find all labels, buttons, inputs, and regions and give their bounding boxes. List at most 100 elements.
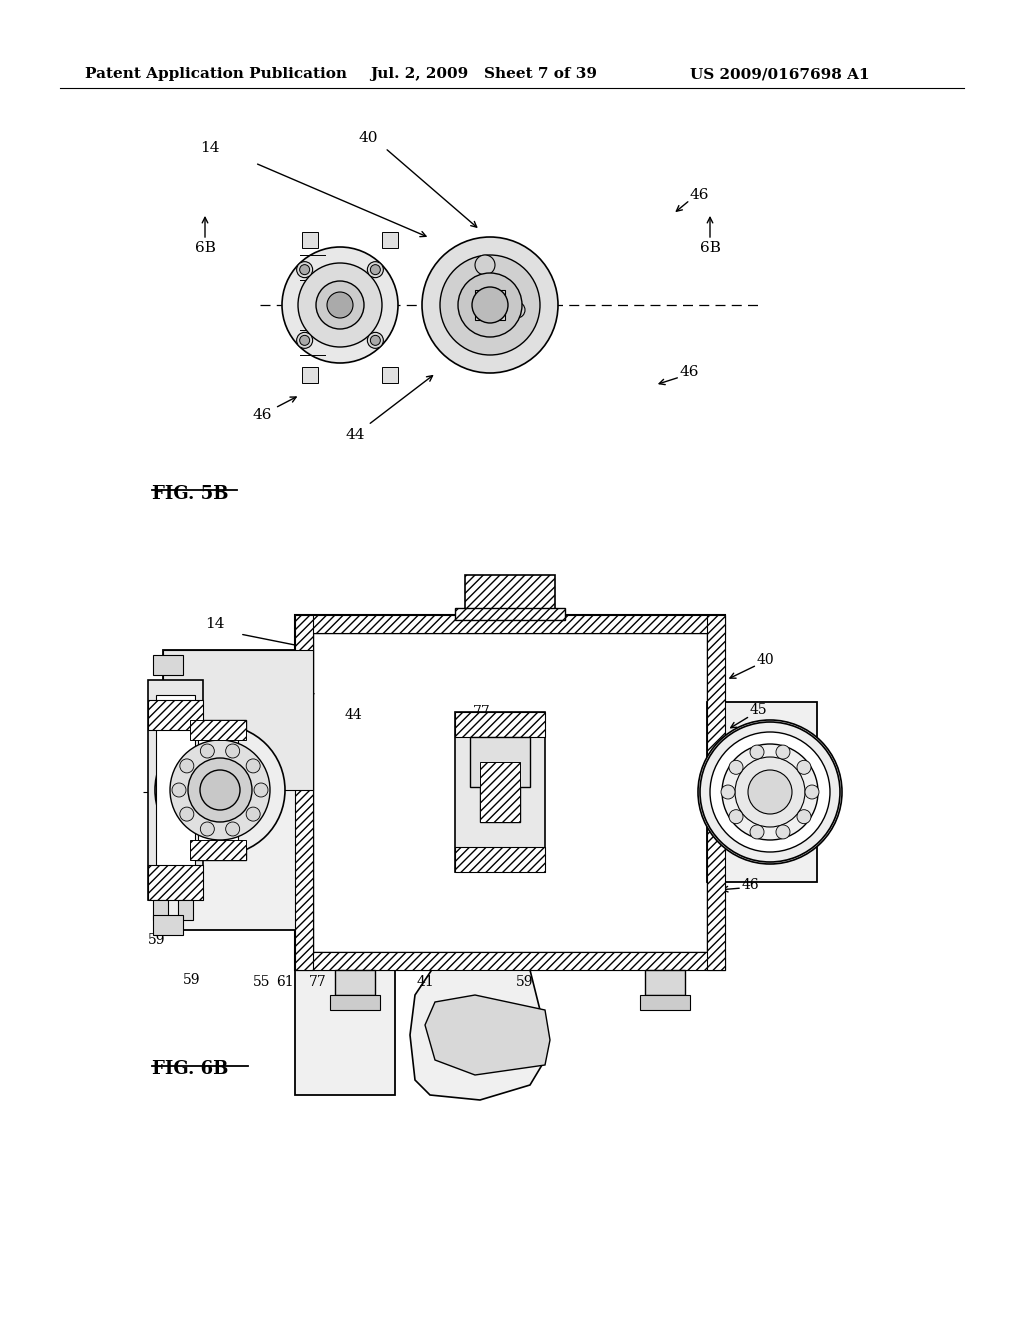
Circle shape — [300, 335, 309, 346]
Text: FIG. 5B: FIG. 5B — [152, 484, 228, 503]
Circle shape — [297, 333, 312, 348]
Bar — [645, 970, 685, 995]
Circle shape — [722, 744, 818, 840]
Circle shape — [797, 809, 811, 824]
Circle shape — [300, 264, 309, 275]
Text: Jul. 2, 2009   Sheet 7 of 39: Jul. 2, 2009 Sheet 7 of 39 — [370, 67, 597, 81]
Bar — [153, 655, 183, 675]
Circle shape — [776, 744, 790, 759]
Circle shape — [805, 785, 819, 799]
Text: 42: 42 — [752, 783, 770, 797]
Circle shape — [246, 759, 260, 774]
Bar — [313, 634, 707, 952]
Bar — [640, 995, 690, 1010]
Text: FIG. 6B: FIG. 6B — [152, 1060, 228, 1078]
Bar — [382, 232, 398, 248]
Text: 57: 57 — [299, 693, 316, 708]
Circle shape — [368, 333, 383, 348]
Polygon shape — [295, 931, 395, 1096]
Text: 77: 77 — [473, 705, 490, 719]
Circle shape — [422, 238, 558, 374]
Bar — [455, 711, 545, 873]
Text: 46: 46 — [252, 408, 271, 422]
Text: 63: 63 — [157, 833, 174, 847]
Bar — [455, 711, 545, 737]
Circle shape — [750, 825, 764, 840]
Circle shape — [440, 255, 540, 355]
Text: 6B: 6B — [195, 242, 215, 255]
Circle shape — [297, 261, 312, 277]
Circle shape — [750, 744, 764, 759]
Circle shape — [188, 758, 252, 822]
Bar — [148, 700, 203, 730]
Bar — [480, 762, 520, 822]
Circle shape — [748, 770, 792, 814]
Bar — [707, 702, 817, 882]
Polygon shape — [425, 995, 550, 1074]
Circle shape — [254, 783, 268, 797]
Bar — [156, 696, 195, 884]
Text: 40: 40 — [358, 131, 378, 145]
Bar — [178, 900, 193, 920]
Circle shape — [797, 760, 811, 775]
Bar — [190, 840, 246, 861]
Circle shape — [282, 247, 398, 363]
Bar — [295, 615, 725, 970]
Circle shape — [172, 783, 186, 797]
Bar — [302, 367, 318, 383]
Text: 59: 59 — [147, 933, 165, 946]
Text: 46: 46 — [680, 366, 699, 379]
Text: 41: 41 — [416, 975, 434, 989]
Bar — [475, 290, 505, 319]
Circle shape — [472, 286, 508, 323]
Circle shape — [735, 756, 805, 828]
Circle shape — [729, 809, 743, 824]
Circle shape — [180, 807, 194, 821]
Text: 59: 59 — [516, 975, 534, 989]
Bar — [148, 865, 203, 900]
Circle shape — [776, 825, 790, 840]
Text: 47: 47 — [267, 661, 285, 675]
Circle shape — [327, 292, 353, 318]
Text: 59: 59 — [183, 973, 201, 987]
Circle shape — [170, 741, 270, 840]
Bar — [198, 735, 238, 845]
Text: 50: 50 — [752, 828, 769, 842]
Text: 52: 52 — [158, 805, 175, 818]
Circle shape — [368, 261, 383, 277]
Bar — [190, 719, 246, 861]
Text: Patent Application Publication: Patent Application Publication — [85, 67, 347, 81]
Text: 45: 45 — [750, 704, 768, 717]
Bar — [470, 737, 530, 787]
Bar — [707, 615, 725, 970]
Circle shape — [246, 807, 260, 821]
Text: 61: 61 — [276, 975, 294, 989]
Bar — [163, 649, 313, 931]
Text: 46: 46 — [167, 752, 185, 767]
Bar — [480, 762, 520, 822]
Bar — [455, 847, 545, 873]
Polygon shape — [410, 945, 545, 1100]
Circle shape — [225, 822, 240, 836]
Text: 77: 77 — [309, 975, 327, 989]
Text: 55: 55 — [253, 975, 270, 989]
Bar — [295, 615, 725, 634]
Text: 50: 50 — [157, 861, 174, 875]
Circle shape — [729, 760, 743, 775]
Circle shape — [710, 733, 830, 851]
Text: 14: 14 — [206, 616, 225, 631]
Bar — [153, 915, 183, 935]
Circle shape — [180, 759, 194, 774]
Bar — [163, 649, 313, 789]
Text: 49: 49 — [346, 975, 364, 989]
Text: US 2009/0167698 A1: US 2009/0167698 A1 — [690, 67, 869, 81]
Text: 44: 44 — [344, 708, 361, 722]
Circle shape — [225, 744, 240, 758]
Bar — [382, 367, 398, 383]
Circle shape — [201, 822, 214, 836]
Circle shape — [155, 725, 285, 855]
Bar — [153, 900, 168, 920]
Circle shape — [298, 263, 382, 347]
Circle shape — [721, 785, 735, 799]
Circle shape — [316, 281, 364, 329]
